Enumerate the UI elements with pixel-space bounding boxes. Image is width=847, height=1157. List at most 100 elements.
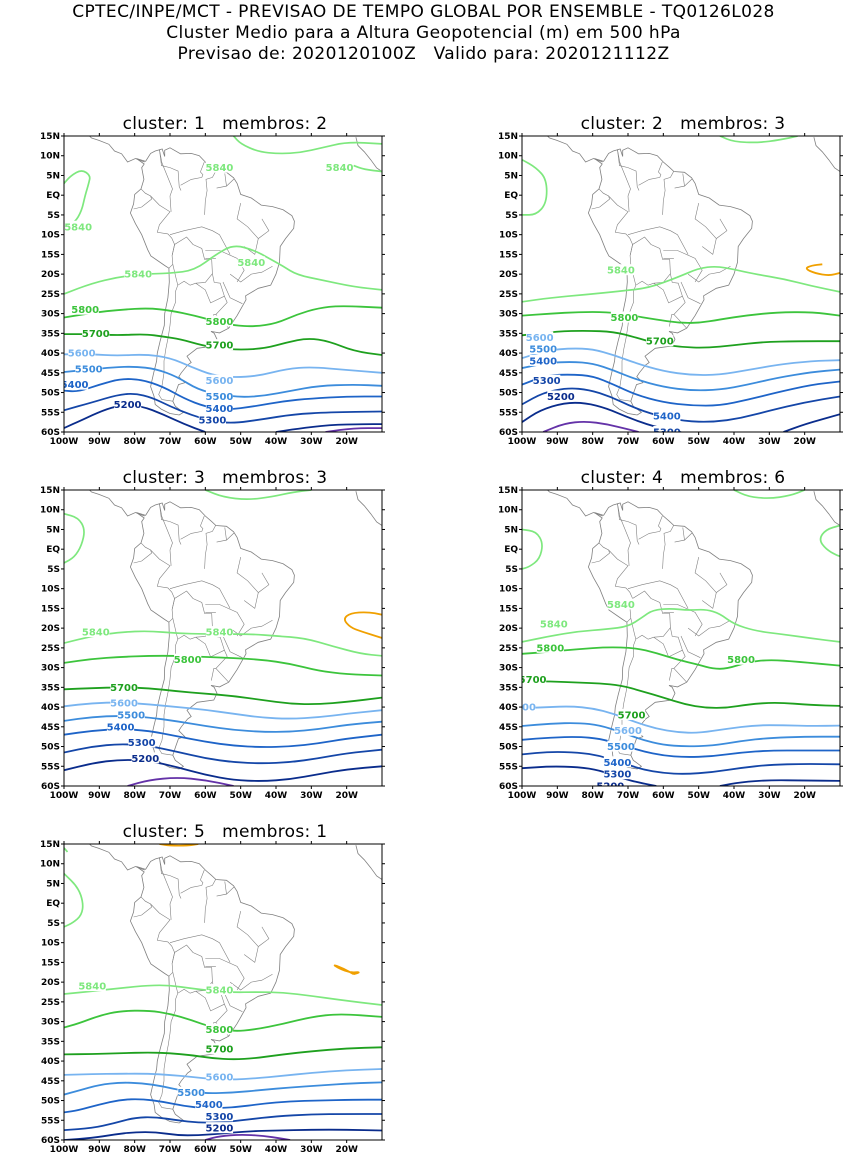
country-border [216, 527, 227, 543]
contour-label: 5200 [114, 400, 142, 411]
contour-label-bg [82, 327, 110, 339]
contour-label-bg [653, 410, 681, 422]
lat-tick-label: 50S [41, 1097, 60, 1107]
lat-tick-label: 10N [40, 506, 60, 516]
lon-tick-label: 30W [758, 437, 781, 447]
contour-5400 [522, 736, 840, 758]
coastline-mexico [64, 106, 72, 112]
contour-label: 5600 [110, 699, 138, 710]
contour-label-bg [64, 220, 92, 232]
lat-tick-label: 10S [499, 585, 518, 595]
lon-tick-label: 90W [88, 437, 111, 447]
lon-tick-label: 20W [793, 791, 816, 801]
country-border [663, 250, 703, 283]
lon-tick-label: 50W [229, 1145, 252, 1155]
contour-label: 5200 [596, 782, 624, 793]
coastline-africa [355, 491, 382, 527]
country-border [133, 188, 152, 210]
contour-label: 5400 [206, 404, 234, 415]
contour-label: 5500 [117, 710, 145, 721]
lat-tick-label: 45S [41, 723, 60, 733]
panel-4-title: cluster: 4 membros: 6 [580, 468, 786, 488]
contour-label: 5600 [614, 726, 642, 737]
country-border [216, 881, 227, 897]
lon-tick-label: 70W [617, 791, 640, 801]
contour-label: 5500 [75, 364, 103, 375]
contour-label: 5840 [206, 163, 234, 174]
lat-tick-label: 30S [499, 310, 518, 320]
contour-label: 5500 [206, 392, 234, 403]
country-border [673, 668, 687, 683]
lat-tick-label: 55S [41, 1116, 60, 1126]
lon-tick-label: 80W [123, 791, 146, 801]
country-border [674, 527, 685, 543]
lat-tick-label: 10N [498, 152, 518, 162]
contour-5600 [64, 701, 382, 720]
contour-5800 [522, 646, 840, 670]
contour-label-bg [117, 708, 145, 720]
contour-label-bg [522, 673, 547, 685]
country-border [616, 285, 637, 402]
country-border [159, 149, 182, 191]
country-border [150, 549, 175, 623]
lat-tick-label: 35S [41, 329, 60, 339]
coastline-central-america [546, 490, 603, 517]
contour-5500 [522, 722, 840, 748]
lat-tick-label: 50S [499, 389, 518, 399]
contour-5840 [522, 265, 840, 303]
contour-5840 [819, 524, 840, 558]
contour-5200 [719, 779, 840, 786]
country-border [684, 178, 693, 187]
contour-label-bg [540, 618, 568, 630]
map-panel-cluster-2: 5840580057005600550054005400530053005200… [498, 132, 843, 447]
country-border [673, 314, 687, 329]
lon-tick-label: 50W [229, 437, 252, 447]
contour-label-bg [547, 390, 575, 402]
lon-tick-label: 20W [335, 1145, 358, 1155]
country-border [222, 635, 243, 658]
contour-5840 [733, 490, 806, 499]
country-border [687, 265, 731, 283]
coastline-south-america [587, 147, 753, 416]
map-frame [63, 489, 383, 787]
contour-label-bg [106, 720, 135, 732]
lat-tick-label: 15N [498, 132, 518, 142]
contour-label-bg [205, 390, 234, 402]
contour-label: 5300 [653, 428, 681, 439]
lat-tick-label: 5S [47, 211, 60, 221]
lat-tick-label: 60S [499, 428, 518, 438]
contour-label: 5700 [519, 675, 547, 686]
lat-tick-label: 5S [47, 919, 60, 929]
contour-label-bg [533, 374, 561, 386]
lat-tick-label: 35S [499, 683, 518, 693]
coastline-south-america [129, 501, 295, 770]
contour-label-bg [205, 339, 234, 351]
lat-tick-label: 15N [40, 840, 60, 850]
lat-tick-label: 5N [46, 525, 60, 535]
contour-label: 5840 [206, 986, 234, 997]
contour-label-bg [603, 756, 631, 768]
contour-5400 [64, 378, 382, 410]
country-border [694, 557, 717, 593]
lat-tick-label: 10N [498, 506, 518, 516]
panel-2-title: cluster: 2 membros: 3 [580, 114, 786, 134]
contour-label-bg [237, 256, 265, 268]
contour-5400 [64, 728, 382, 748]
contour-label-bg [529, 354, 557, 366]
contour-label: 5300 [533, 376, 561, 387]
country-border [662, 525, 674, 569]
panel-1-title: cluster: 1 membros: 2 [122, 114, 328, 134]
lat-tick-label: 55S [499, 408, 518, 418]
panel-5-title: cluster: 5 membros: 1 [122, 822, 328, 842]
country-border [638, 515, 663, 540]
country-border [169, 934, 231, 963]
country-border [674, 173, 685, 189]
contour-5840 [64, 872, 84, 928]
lon-tick-label: 90W [546, 437, 569, 447]
lon-tick-label: 50W [229, 791, 252, 801]
contour-label-bg [205, 374, 234, 386]
contour-5800 [64, 1009, 382, 1032]
contour-5800 [64, 654, 382, 677]
contour-label-bg [326, 161, 354, 173]
contour-label: 5700 [646, 337, 674, 348]
